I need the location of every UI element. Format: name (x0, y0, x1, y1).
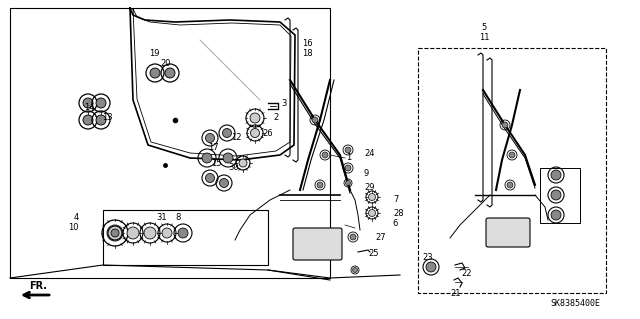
Circle shape (150, 68, 160, 78)
Bar (540, 168, 580, 223)
Text: 14: 14 (84, 103, 95, 113)
Circle shape (165, 68, 175, 78)
Bar (418, 48, 606, 293)
Circle shape (369, 194, 376, 201)
Circle shape (551, 190, 561, 200)
Text: FR.: FR. (29, 281, 47, 291)
Text: 28: 28 (393, 209, 404, 218)
Text: 8: 8 (175, 213, 180, 222)
Text: 15: 15 (211, 159, 221, 167)
Bar (103, 210, 268, 265)
Text: 9: 9 (364, 168, 369, 177)
Text: 1: 1 (346, 153, 351, 162)
Text: 22: 22 (461, 269, 472, 278)
Circle shape (223, 129, 232, 137)
Circle shape (250, 113, 260, 123)
Text: 30: 30 (228, 164, 239, 173)
Circle shape (426, 262, 436, 272)
Circle shape (107, 225, 123, 241)
Text: 19: 19 (148, 48, 159, 57)
Circle shape (502, 122, 508, 128)
Circle shape (350, 234, 356, 240)
Text: 21: 21 (451, 288, 461, 298)
Text: 13: 13 (102, 114, 113, 122)
Text: 16: 16 (302, 39, 312, 48)
Text: 17: 17 (208, 144, 219, 152)
Circle shape (250, 129, 259, 137)
Circle shape (83, 98, 93, 108)
Circle shape (205, 174, 214, 182)
Text: 3: 3 (281, 99, 286, 108)
Text: 6: 6 (392, 219, 397, 228)
Circle shape (345, 165, 351, 171)
Circle shape (127, 227, 139, 239)
Text: 4: 4 (74, 213, 79, 222)
Text: 27: 27 (375, 234, 386, 242)
Bar (10, 8, 330, 278)
Circle shape (223, 153, 233, 163)
Circle shape (312, 117, 318, 123)
Circle shape (317, 182, 323, 188)
Circle shape (239, 159, 247, 167)
Text: 5: 5 (481, 24, 486, 33)
Text: 25: 25 (368, 249, 378, 257)
Text: 31: 31 (157, 213, 167, 222)
Text: SK8385400E: SK8385400E (550, 299, 600, 308)
Circle shape (205, 133, 214, 143)
Text: 2: 2 (273, 114, 278, 122)
Circle shape (220, 179, 228, 188)
FancyBboxPatch shape (293, 228, 342, 260)
Text: 11: 11 (479, 33, 489, 42)
Circle shape (345, 147, 351, 153)
Circle shape (178, 228, 188, 238)
Circle shape (509, 152, 515, 158)
Circle shape (507, 182, 513, 188)
Text: 24: 24 (364, 149, 374, 158)
Circle shape (111, 229, 119, 237)
Circle shape (551, 210, 561, 220)
Text: 7: 7 (393, 196, 398, 204)
Circle shape (346, 181, 351, 186)
Text: 18: 18 (302, 48, 312, 57)
Text: 23: 23 (422, 254, 433, 263)
Circle shape (202, 153, 212, 163)
Circle shape (96, 98, 106, 108)
Circle shape (162, 228, 172, 238)
Text: 26: 26 (262, 129, 273, 137)
Text: 12: 12 (231, 133, 241, 143)
Text: 10: 10 (68, 224, 79, 233)
Text: 20: 20 (161, 58, 172, 68)
Circle shape (322, 152, 328, 158)
Circle shape (551, 170, 561, 180)
FancyBboxPatch shape (486, 218, 530, 247)
Circle shape (83, 115, 93, 125)
Circle shape (353, 268, 358, 272)
Circle shape (369, 210, 376, 217)
Text: 29: 29 (364, 183, 374, 192)
Circle shape (144, 227, 156, 239)
Circle shape (96, 115, 106, 125)
